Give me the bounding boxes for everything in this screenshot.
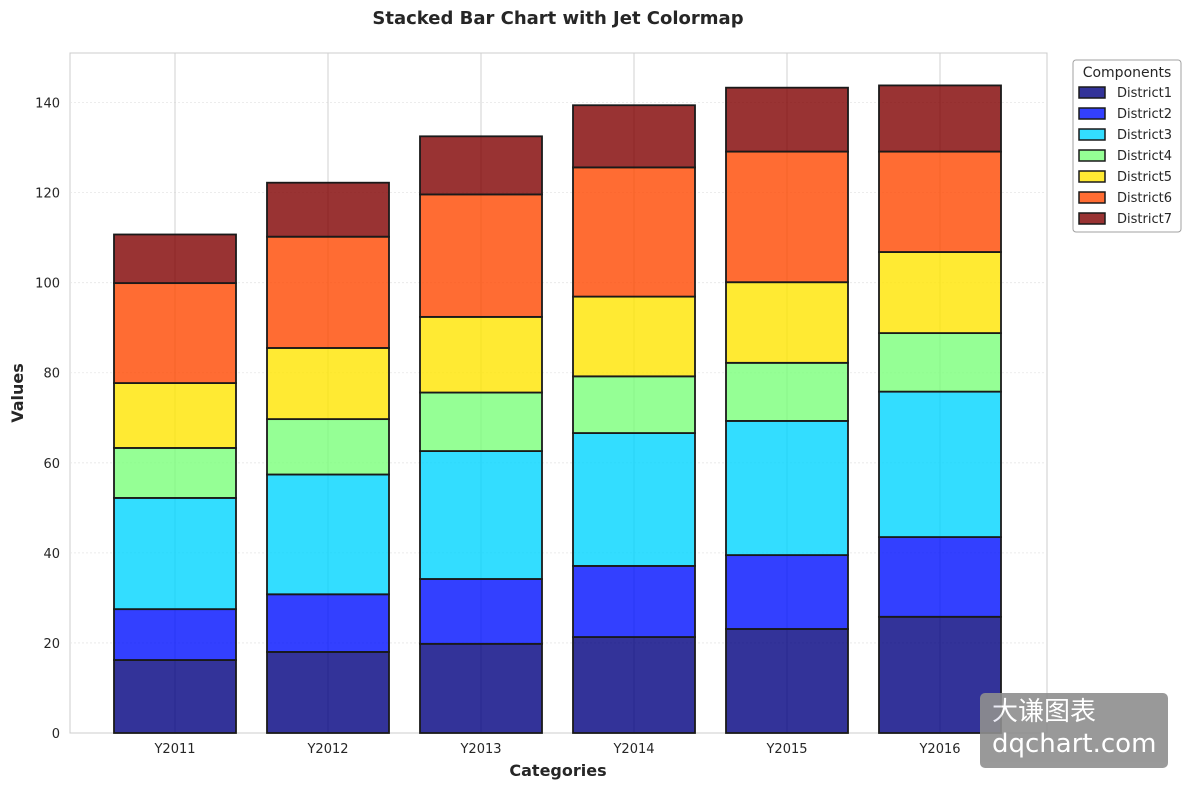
bar-segment [878,150,1002,253]
legend-title: Components [1083,65,1172,81]
bar-segment [725,361,849,422]
bar-segment [266,418,390,476]
bar-segment [419,315,543,394]
bar-segment [419,193,543,318]
bar-segment [113,382,237,449]
y-tick-label: 100 [35,277,60,292]
y-tick-label: 60 [43,457,60,472]
x-tick-label: Y2013 [459,742,501,757]
x-tick-label: Y2012 [306,742,348,757]
bar-segment [419,450,543,580]
bar-segment [419,391,543,452]
bar-segment [572,166,696,298]
bar-segment [266,651,390,734]
bar-segment [113,447,237,499]
legend-label: District3 [1117,128,1172,143]
watermark-text-url: dqchart.com [992,729,1157,759]
bar-segment [572,375,696,434]
legend-box [1072,59,1182,233]
legend-swatch [1078,149,1106,162]
legend-swatch [1078,212,1106,225]
bar-segment [266,181,390,238]
x-tick-label: Y2014 [612,742,654,757]
y-tick-label: 0 [52,727,60,742]
legend-label: District7 [1117,212,1172,227]
bar-segment [419,135,543,196]
legend-label: District1 [1117,86,1172,101]
legend-label: District2 [1117,107,1172,122]
legend-swatch [1078,191,1106,204]
legend-label: District5 [1117,170,1172,185]
bar-segment [572,432,696,567]
legend-swatch [1078,170,1106,183]
bar-segment [878,251,1002,335]
y-axis-ticks: 0 20 40 60 80 100 120 140 [35,97,60,742]
watermark-text-cn: 大谦图表 [992,697,1097,727]
y-axis-label: Values [8,363,27,423]
watermark: 大谦图表 dqchart.com [980,693,1168,768]
bar-segment [572,636,696,734]
legend-swatch [1078,128,1106,141]
bar-segment [113,233,237,285]
bar-segment [266,235,390,349]
bar-segment [113,282,237,384]
bar-segment [113,659,237,734]
bar-segment [725,150,849,284]
bar-segment [572,295,696,378]
x-axis-label: Categories [509,761,606,780]
legend-label: District6 [1117,191,1172,206]
bar-segment [878,332,1002,393]
bar-segment [878,390,1002,539]
bar-segment [725,420,849,557]
legend: Components District1 District2 District3 Di… [1072,59,1182,233]
bar-segment [725,86,849,153]
bar-segment [266,593,390,653]
legend-swatch [1078,107,1106,120]
legend-swatch [1078,86,1106,99]
bar-segment [419,642,543,734]
y-tick-label: 120 [35,187,60,202]
bar-segment [878,536,1002,618]
bar-segment [725,554,849,630]
bar-segment [878,84,1002,153]
bar-segment [725,628,849,734]
bar-segment [419,578,543,645]
y-tick-label: 80 [43,367,60,382]
bars [113,84,1002,734]
bar-segment [572,565,696,638]
y-tick-label: 140 [35,97,60,112]
y-tick-label: 20 [43,637,60,652]
x-tick-label: Y2015 [765,742,807,757]
chart-title: Stacked Bar Chart with Jet Colormap [372,8,743,29]
bar-segment [266,347,390,421]
x-tick-label: Y2011 [153,742,195,757]
legend-label: District4 [1117,149,1172,164]
bar-segment [266,473,390,596]
bar-segment [113,608,237,661]
bar-segment [572,104,696,169]
bar-segment [725,281,849,364]
y-tick-label: 40 [43,547,60,562]
bar-segment [113,497,237,611]
x-tick-label: Y2016 [918,742,960,757]
x-axis-ticks: Y2011 Y2012 Y2013 Y2014 Y2015 Y2016 [153,742,960,757]
